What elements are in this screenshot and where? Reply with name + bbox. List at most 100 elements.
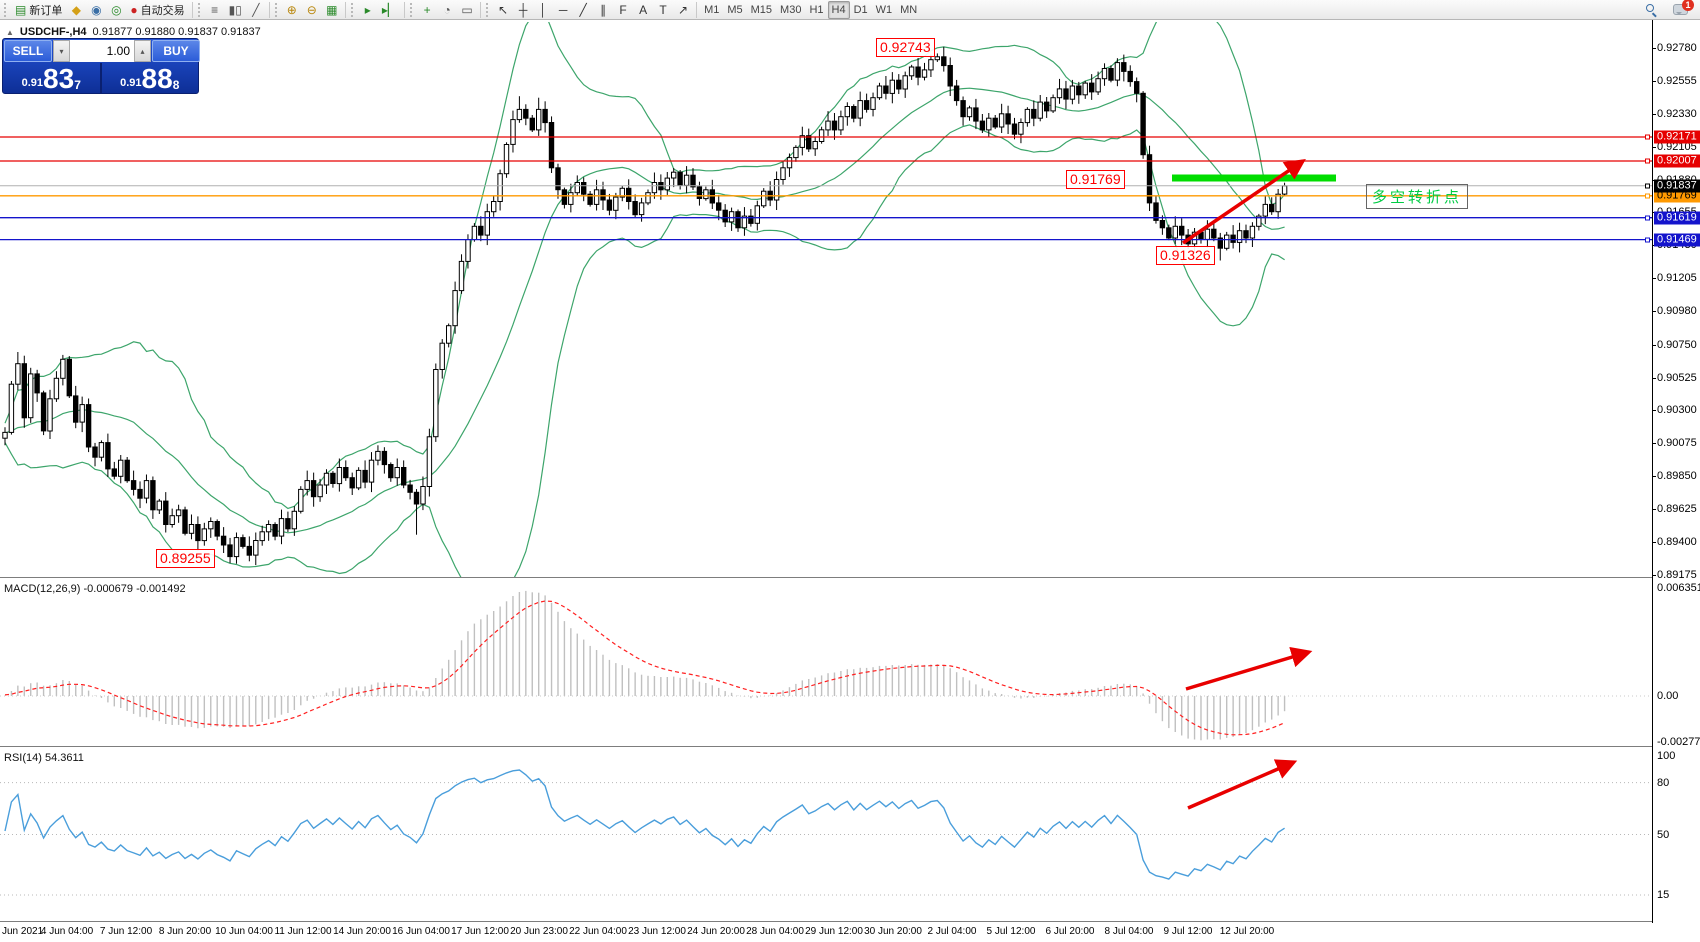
auto-trading-button[interactable]: ● 自动交易 bbox=[126, 1, 188, 19]
rsi-line bbox=[4, 769, 1285, 880]
line-chart-glyph: ╱ bbox=[252, 2, 260, 17]
price-callout: 0.89255 bbox=[156, 549, 215, 568]
news-glyph: ◎ bbox=[111, 2, 122, 17]
price-label-anchor bbox=[1645, 134, 1650, 140]
timeframe-w1[interactable]: W1 bbox=[875, 3, 893, 16]
timeframe-m1[interactable]: M1 bbox=[704, 3, 720, 16]
news-icon[interactable]: ◎ bbox=[106, 1, 126, 19]
timeframe-h1[interactable]: H1 bbox=[809, 3, 824, 16]
rsi-axis-label: 15 bbox=[1657, 889, 1670, 901]
indicators-icon[interactable]: + bbox=[417, 1, 437, 19]
time-axis-label: 14 Jun 20:00 bbox=[333, 926, 391, 937]
sell-button[interactable]: SELL bbox=[4, 40, 52, 62]
rsi-label: RSI(14) 54.3611 bbox=[4, 752, 84, 764]
candles bbox=[2, 46, 1288, 566]
sell-price-prefix: 0.91 bbox=[21, 77, 44, 89]
macd-pane bbox=[0, 590, 1652, 741]
crosshair-icon[interactable]: ┼ bbox=[513, 1, 533, 19]
timeframe-mn[interactable]: MN bbox=[900, 3, 918, 16]
price-axis-tick-dash bbox=[1652, 575, 1656, 576]
toolbar: ▤ 新订单 ◆ ◉ ◎ ● 自动交易 ≡ ▮▯ ╱ ⊕ ⊖ ▦ ▸ ▸▏ + ◔ ▭ ↖ ┼ │ ─ ╱ ∥ F A T ↗ M1 M5 M… bbox=[0, 0, 1700, 20]
price-label-anchor bbox=[1645, 215, 1650, 221]
search-button[interactable] bbox=[1641, 1, 1661, 19]
price-axis-tick: 0.91205 bbox=[1657, 272, 1697, 284]
buy-button[interactable]: BUY bbox=[152, 40, 200, 62]
templates-glyph: ▭ bbox=[461, 2, 473, 17]
channel-glyph: ∥ bbox=[600, 2, 607, 17]
buy-price-big: 88 bbox=[141, 63, 173, 94]
collapse-icon[interactable] bbox=[6, 26, 14, 38]
price-axis-tick-dash bbox=[1652, 114, 1656, 115]
trend-arrow bbox=[1185, 646, 1313, 691]
price-label-anchor bbox=[1645, 193, 1650, 199]
auto-scroll-icon[interactable]: ▸ bbox=[358, 1, 378, 19]
horizontal-line-icon[interactable]: ─ bbox=[553, 1, 573, 19]
chat-icon[interactable]: ◉ bbox=[86, 1, 106, 19]
templates-icon[interactable]: ▭ bbox=[457, 1, 477, 19]
macd-name: MACD(12,26,9) bbox=[4, 583, 81, 595]
ohlc-values: 0.91877 0.91880 0.91837 0.91837 bbox=[92, 26, 261, 38]
timeframe-h4[interactable]: H4 bbox=[827, 0, 850, 19]
rsi-axis-label: 80 bbox=[1657, 777, 1670, 789]
arrows-icon[interactable]: ↗ bbox=[673, 1, 693, 19]
volume-input[interactable] bbox=[70, 40, 134, 62]
timeframe-m5[interactable]: M5 bbox=[727, 3, 743, 16]
volume-increase-button[interactable] bbox=[134, 40, 151, 62]
market-watch-icon[interactable]: ◆ bbox=[66, 1, 86, 19]
fibonacci-icon[interactable]: F bbox=[613, 1, 633, 19]
chart-canvas[interactable] bbox=[0, 20, 1700, 942]
timeframe-d1[interactable]: D1 bbox=[853, 3, 868, 16]
time-axis-label: 29 Jun 12:00 bbox=[805, 926, 863, 937]
pane-separator bbox=[0, 921, 1652, 923]
equidistant-channel-icon[interactable]: ∥ bbox=[593, 1, 613, 19]
time-axis-label: 12 Jul 20:00 bbox=[1219, 926, 1275, 937]
cursor-icon[interactable]: ↖ bbox=[493, 1, 513, 19]
chart-shift-glyph: ▸▏ bbox=[381, 2, 398, 17]
vertical-line-glyph: │ bbox=[539, 2, 547, 17]
time-axis-label: 8 Jun 20:00 bbox=[158, 926, 212, 937]
new-order-button[interactable]: ▤ 新订单 bbox=[11, 1, 66, 19]
rsi-name: RSI(14) bbox=[4, 752, 42, 764]
toolbar-separator bbox=[404, 1, 406, 18]
toolbar-separator bbox=[480, 1, 482, 18]
rsi-value: 54.3611 bbox=[44, 752, 84, 764]
chart-window[interactable]: USDCHF-,H4 0.91877 0.91880 0.91837 0.918… bbox=[0, 20, 1700, 942]
notifications-button[interactable]: 1 bbox=[1669, 0, 1694, 19]
price-callout: 0.91326 bbox=[1156, 246, 1215, 265]
pane-separator[interactable] bbox=[0, 577, 1652, 579]
indicators-glyph: + bbox=[423, 2, 431, 17]
macd-signal-line bbox=[4, 600, 1285, 736]
line-chart-icon[interactable]: ╱ bbox=[246, 1, 266, 19]
timeframe-m30[interactable]: M30 bbox=[780, 3, 802, 16]
text-icon[interactable]: A bbox=[633, 1, 653, 19]
price-axis-tick: 0.90750 bbox=[1657, 339, 1697, 351]
price-label-anchor bbox=[1645, 237, 1650, 243]
toolbar-grip bbox=[410, 2, 415, 17]
pane-separator[interactable] bbox=[0, 746, 1652, 748]
tile-windows-glyph: ▦ bbox=[326, 2, 338, 17]
time-axis-label: 23 Jun 12:00 bbox=[628, 926, 686, 937]
main-pane bbox=[2, 22, 1288, 577]
time-axis-label: 10 Jun 04:00 bbox=[215, 926, 273, 937]
time-axis-label: 4 Jun 04:00 bbox=[40, 926, 94, 937]
zoom-out-glyph: ⊖ bbox=[306, 2, 317, 17]
text-label-icon[interactable]: T bbox=[653, 1, 673, 19]
candlestick-icon[interactable]: ▮▯ bbox=[225, 1, 246, 19]
bar-chart-icon[interactable]: ≡ bbox=[205, 1, 225, 19]
price-axis-tick-dash bbox=[1652, 81, 1656, 82]
note-annotation: 多空转折点 bbox=[1366, 184, 1469, 209]
chart-shift-icon[interactable]: ▸▏ bbox=[378, 1, 401, 19]
buy-price: 0.91 88 8 bbox=[102, 63, 199, 93]
price-axis-tick: 0.92780 bbox=[1657, 42, 1697, 54]
periods-icon[interactable]: ◔ bbox=[437, 1, 457, 19]
tile-windows-icon[interactable]: ▦ bbox=[322, 1, 342, 19]
timeframe-m15[interactable]: M15 bbox=[750, 3, 773, 16]
vertical-line-icon[interactable]: │ bbox=[533, 1, 553, 19]
price-axis-tick: 0.89850 bbox=[1657, 470, 1697, 482]
cursor-glyph: ↖ bbox=[498, 2, 509, 17]
zoom-out-icon[interactable]: ⊖ bbox=[302, 1, 322, 19]
volume-decrease-button[interactable] bbox=[53, 40, 70, 62]
zoom-in-icon[interactable]: ⊕ bbox=[282, 1, 302, 19]
trendline-icon[interactable]: ╱ bbox=[573, 1, 593, 19]
